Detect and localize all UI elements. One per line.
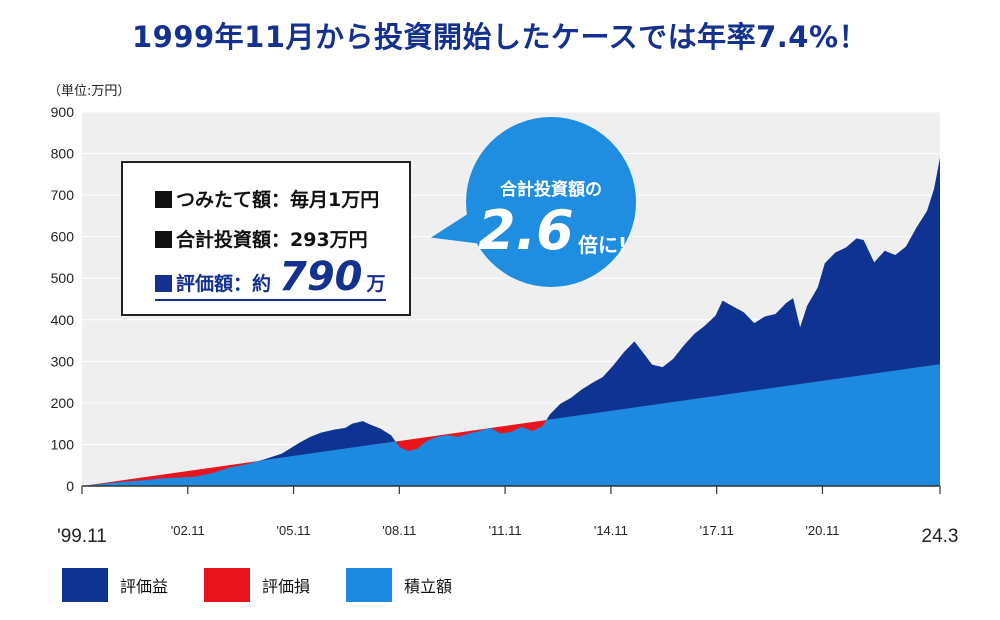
- legend: 評価益 評価損 積立額: [62, 568, 488, 602]
- x-tick-label: '99.11: [57, 526, 107, 547]
- legend-item-loss: 評価損: [204, 568, 310, 602]
- bubble-suffix: 倍に!: [578, 233, 628, 257]
- x-tick-label: 24.3: [922, 526, 959, 547]
- info-line-total: 合計投資額：293万円: [155, 225, 368, 252]
- y-tick-label: 0: [66, 478, 74, 494]
- y-tick-label: 600: [51, 229, 75, 245]
- callout-bubble: 合計投資額の 2.6 倍に!: [466, 117, 636, 287]
- info-total-text: 合計投資額：293万円: [176, 229, 368, 251]
- axes: 0 100 200 300 400 500 600 700 800 900 '99.11 '02.11…: [51, 104, 959, 547]
- x-tick-label: '20.11: [805, 523, 839, 538]
- unit-label: （単位:万円）: [48, 84, 131, 99]
- legend-label-gain: 評価益: [120, 577, 169, 596]
- y-tick-label: 700: [51, 187, 75, 203]
- x-tick-label: '05.11: [277, 523, 311, 538]
- x-tick-label: '14.11: [594, 523, 628, 538]
- y-tick-label: 800: [51, 146, 75, 162]
- square-bullet-icon: [155, 191, 172, 208]
- chart-areas: [82, 157, 940, 486]
- legend-label-loss: 評価損: [262, 577, 311, 596]
- bubble-multiple: 2.6: [478, 199, 574, 262]
- y-tick-label: 300: [51, 353, 75, 369]
- page-title: 1999年11月から投資開始したケースでは年率7.4%！: [131, 20, 869, 54]
- x-tick-label: '11.11: [489, 523, 522, 538]
- legend-swatch-gain: [62, 568, 108, 602]
- y-tick-label: 900: [51, 104, 75, 120]
- x-tick-label: '17.11: [700, 523, 734, 538]
- y-tick-label: 500: [51, 270, 75, 286]
- legend-label-principal: 積立額: [404, 577, 453, 596]
- info-line-monthly: つみたて額：毎月1万円: [155, 185, 379, 212]
- info-box: つみたて額：毎月1万円 合計投資額：293万円 評価額：約 790 万: [121, 161, 411, 316]
- info-monthly-text: つみたて額：毎月1万円: [176, 189, 380, 211]
- square-bullet-icon: [155, 275, 172, 292]
- x-tick-label: '08.11: [382, 523, 416, 538]
- principal-under-value: [82, 364, 940, 486]
- info-value-suffix: 万: [366, 273, 386, 295]
- square-bullet-icon: [155, 231, 172, 248]
- x-tick-label: '02.11: [171, 523, 205, 538]
- y-tick-label: 400: [51, 312, 75, 328]
- info-line-value: 評価額：約 790 万: [155, 257, 386, 301]
- legend-swatch-loss: [204, 568, 251, 602]
- info-value-prefix: 評価額：約: [176, 273, 272, 295]
- y-tick-label: 100: [51, 436, 75, 452]
- legend-item-principal: 積立額: [346, 568, 452, 602]
- legend-swatch-principal: [346, 568, 393, 602]
- legend-item-gain: 評価益: [62, 568, 168, 602]
- y-tick-label: 200: [51, 395, 75, 411]
- bubble-top-text: 合計投資額の: [500, 180, 602, 200]
- info-value-number: 790: [279, 254, 363, 300]
